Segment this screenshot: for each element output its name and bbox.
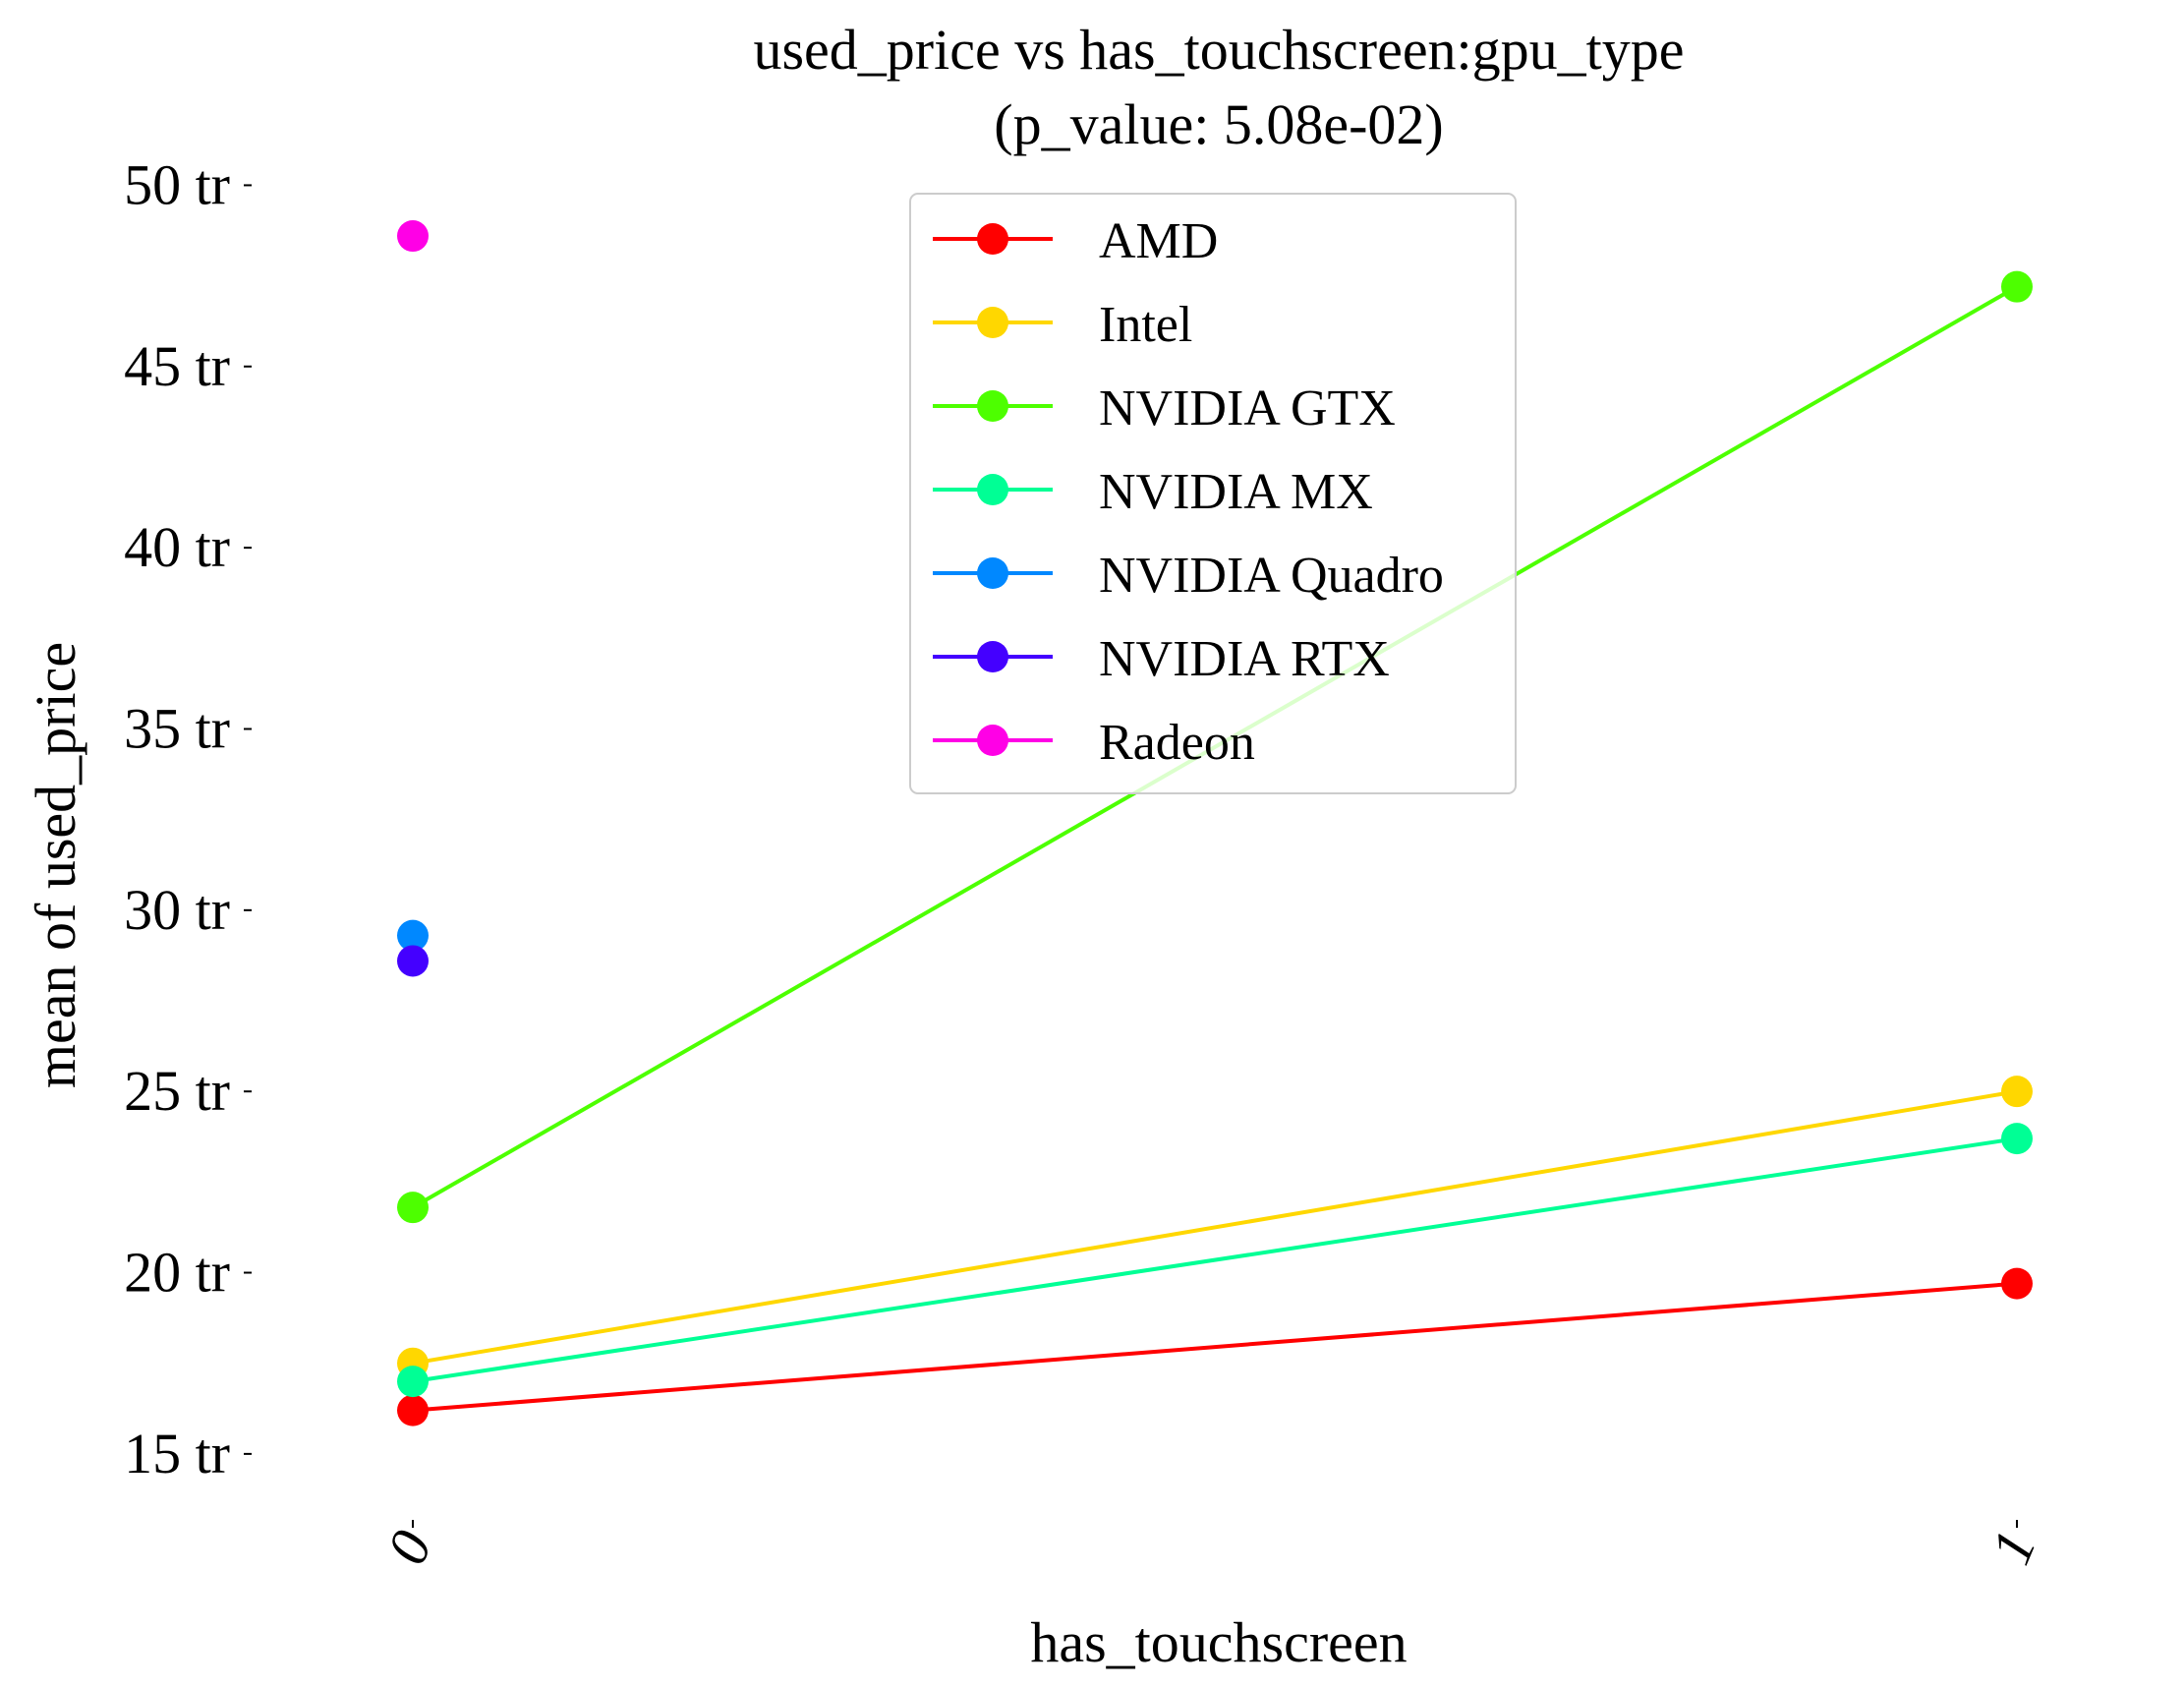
legend-label-nvidia-quadro: NVIDIA Quadro — [1099, 548, 1444, 604]
legend: AMD Intel NVIDIA GTX NVIDIA MX NVIDIA Quadro… — [909, 193, 1517, 794]
legend-label-nvidia-rtx: NVIDIA RTX — [1099, 631, 1390, 687]
x-axis-label: has_touchscreen — [1030, 1610, 1407, 1674]
legend-marker-nvidia-gtx — [977, 390, 1008, 422]
chart-title: used_price vs has_touchscreen:gpu_type — [753, 18, 1684, 82]
y-tick-label: 45 tr — [124, 334, 230, 398]
data-point-radeon — [397, 220, 429, 253]
legend-label-nvidia-gtx: NVIDIA GTX — [1099, 380, 1396, 437]
y-tick-label: 20 tr — [124, 1241, 230, 1305]
y-tick-label: 25 tr — [124, 1059, 230, 1123]
series-line-intel — [412, 1089, 2018, 1366]
y-tick-label: 50 tr — [124, 152, 230, 216]
y-tick-label: 40 tr — [124, 515, 230, 579]
x-tick-label: 1 — [1979, 1522, 2048, 1573]
y-axis: 15 tr 20 tr 25 tr 30 tr 35 tr 40 tr 45 tr 50 tr — [124, 152, 252, 1485]
plot-area — [397, 220, 2033, 1426]
legend-marker-nvidia-quadro — [977, 557, 1008, 589]
legend-label-intel: Intel — [1099, 297, 1192, 353]
x-tick-label: 0 — [374, 1522, 444, 1573]
legend-marker-radeon — [977, 725, 1008, 756]
legend-label-nvidia-mx: NVIDIA MX — [1099, 464, 1373, 520]
legend-box — [909, 193, 1517, 794]
legend-marker-nvidia-rtx — [977, 641, 1008, 672]
data-point-nvidia-rtx — [397, 945, 429, 977]
legend-label-radeon: Radeon — [1099, 715, 1255, 771]
legend-marker-amd — [977, 223, 1008, 255]
y-tick-label: 15 tr — [124, 1422, 230, 1485]
legend-marker-nvidia-mx — [977, 474, 1008, 505]
data-point-nvidia-quadro — [397, 919, 429, 952]
data-point-amd — [2001, 1267, 2033, 1300]
y-tick-label: 35 tr — [124, 696, 230, 760]
y-axis-label: mean of used_price — [24, 642, 87, 1088]
data-point-amd — [397, 1394, 429, 1426]
y-tick-label: 30 tr — [124, 878, 230, 942]
data-point-intel — [2001, 1076, 2033, 1108]
legend-label-amd: AMD — [1099, 213, 1218, 269]
data-point-nvidia-mx — [2001, 1123, 2033, 1155]
data-point-nvidia-mx — [397, 1366, 429, 1398]
data-point-nvidia-gtx — [397, 1192, 429, 1224]
chart-subtitle: (p_value: 5.08e-02) — [994, 92, 1443, 156]
series-line-nvidia-mx — [412, 1136, 2018, 1384]
legend-marker-intel — [977, 307, 1008, 338]
data-point-nvidia-gtx — [2001, 270, 2033, 303]
series-line-amd — [412, 1281, 2018, 1413]
